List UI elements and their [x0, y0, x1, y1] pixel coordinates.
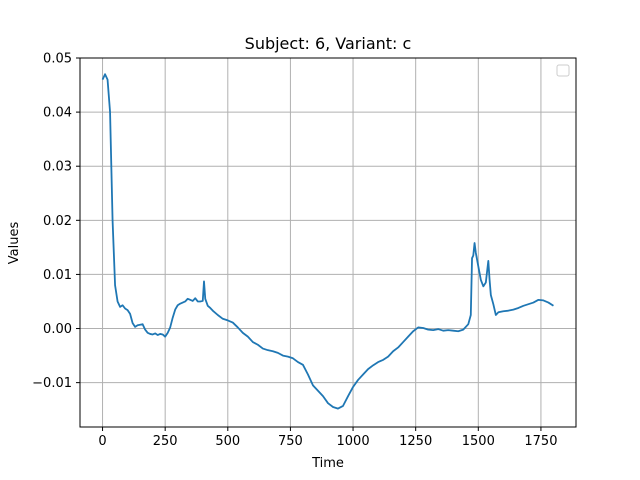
x-tick-label: 1500: [462, 434, 495, 449]
x-tick-label: 1250: [399, 434, 432, 449]
x-axis-label: Time: [311, 456, 344, 471]
x-tick-label: 500: [215, 434, 240, 449]
legend-box: [556, 64, 570, 77]
x-tick-label: 1750: [524, 434, 557, 449]
y-tick-label: 0.00: [43, 322, 72, 337]
y-tick-label: 0.01: [43, 268, 72, 283]
x-tick-label: 1000: [337, 434, 370, 449]
y-tick-label: 0.03: [43, 160, 72, 175]
plot-area: [101, 73, 554, 410]
series-line-0: [101, 73, 554, 410]
y-tick-label: 0.02: [43, 214, 72, 229]
x-tick-label: 0: [98, 434, 106, 449]
y-axis-label: Values: [7, 222, 22, 265]
y-axis: −0.01 0.00 0.01 0.02 0.03 0.04 0.05: [32, 52, 80, 391]
y-tick-label: 0.04: [43, 106, 72, 121]
y-tick-label: −0.01: [32, 376, 72, 391]
chart-title: Subject: 6, Variant: c: [245, 34, 412, 53]
x-tick-label: 250: [153, 434, 178, 449]
x-axis: 0 250 500 750 1000 1250 1500 1750: [98, 427, 557, 449]
axes-frame: [79, 57, 577, 428]
x-tick-label: 750: [278, 434, 303, 449]
gridlines: [80, 57, 576, 427]
y-tick-label: 0.05: [43, 52, 72, 67]
